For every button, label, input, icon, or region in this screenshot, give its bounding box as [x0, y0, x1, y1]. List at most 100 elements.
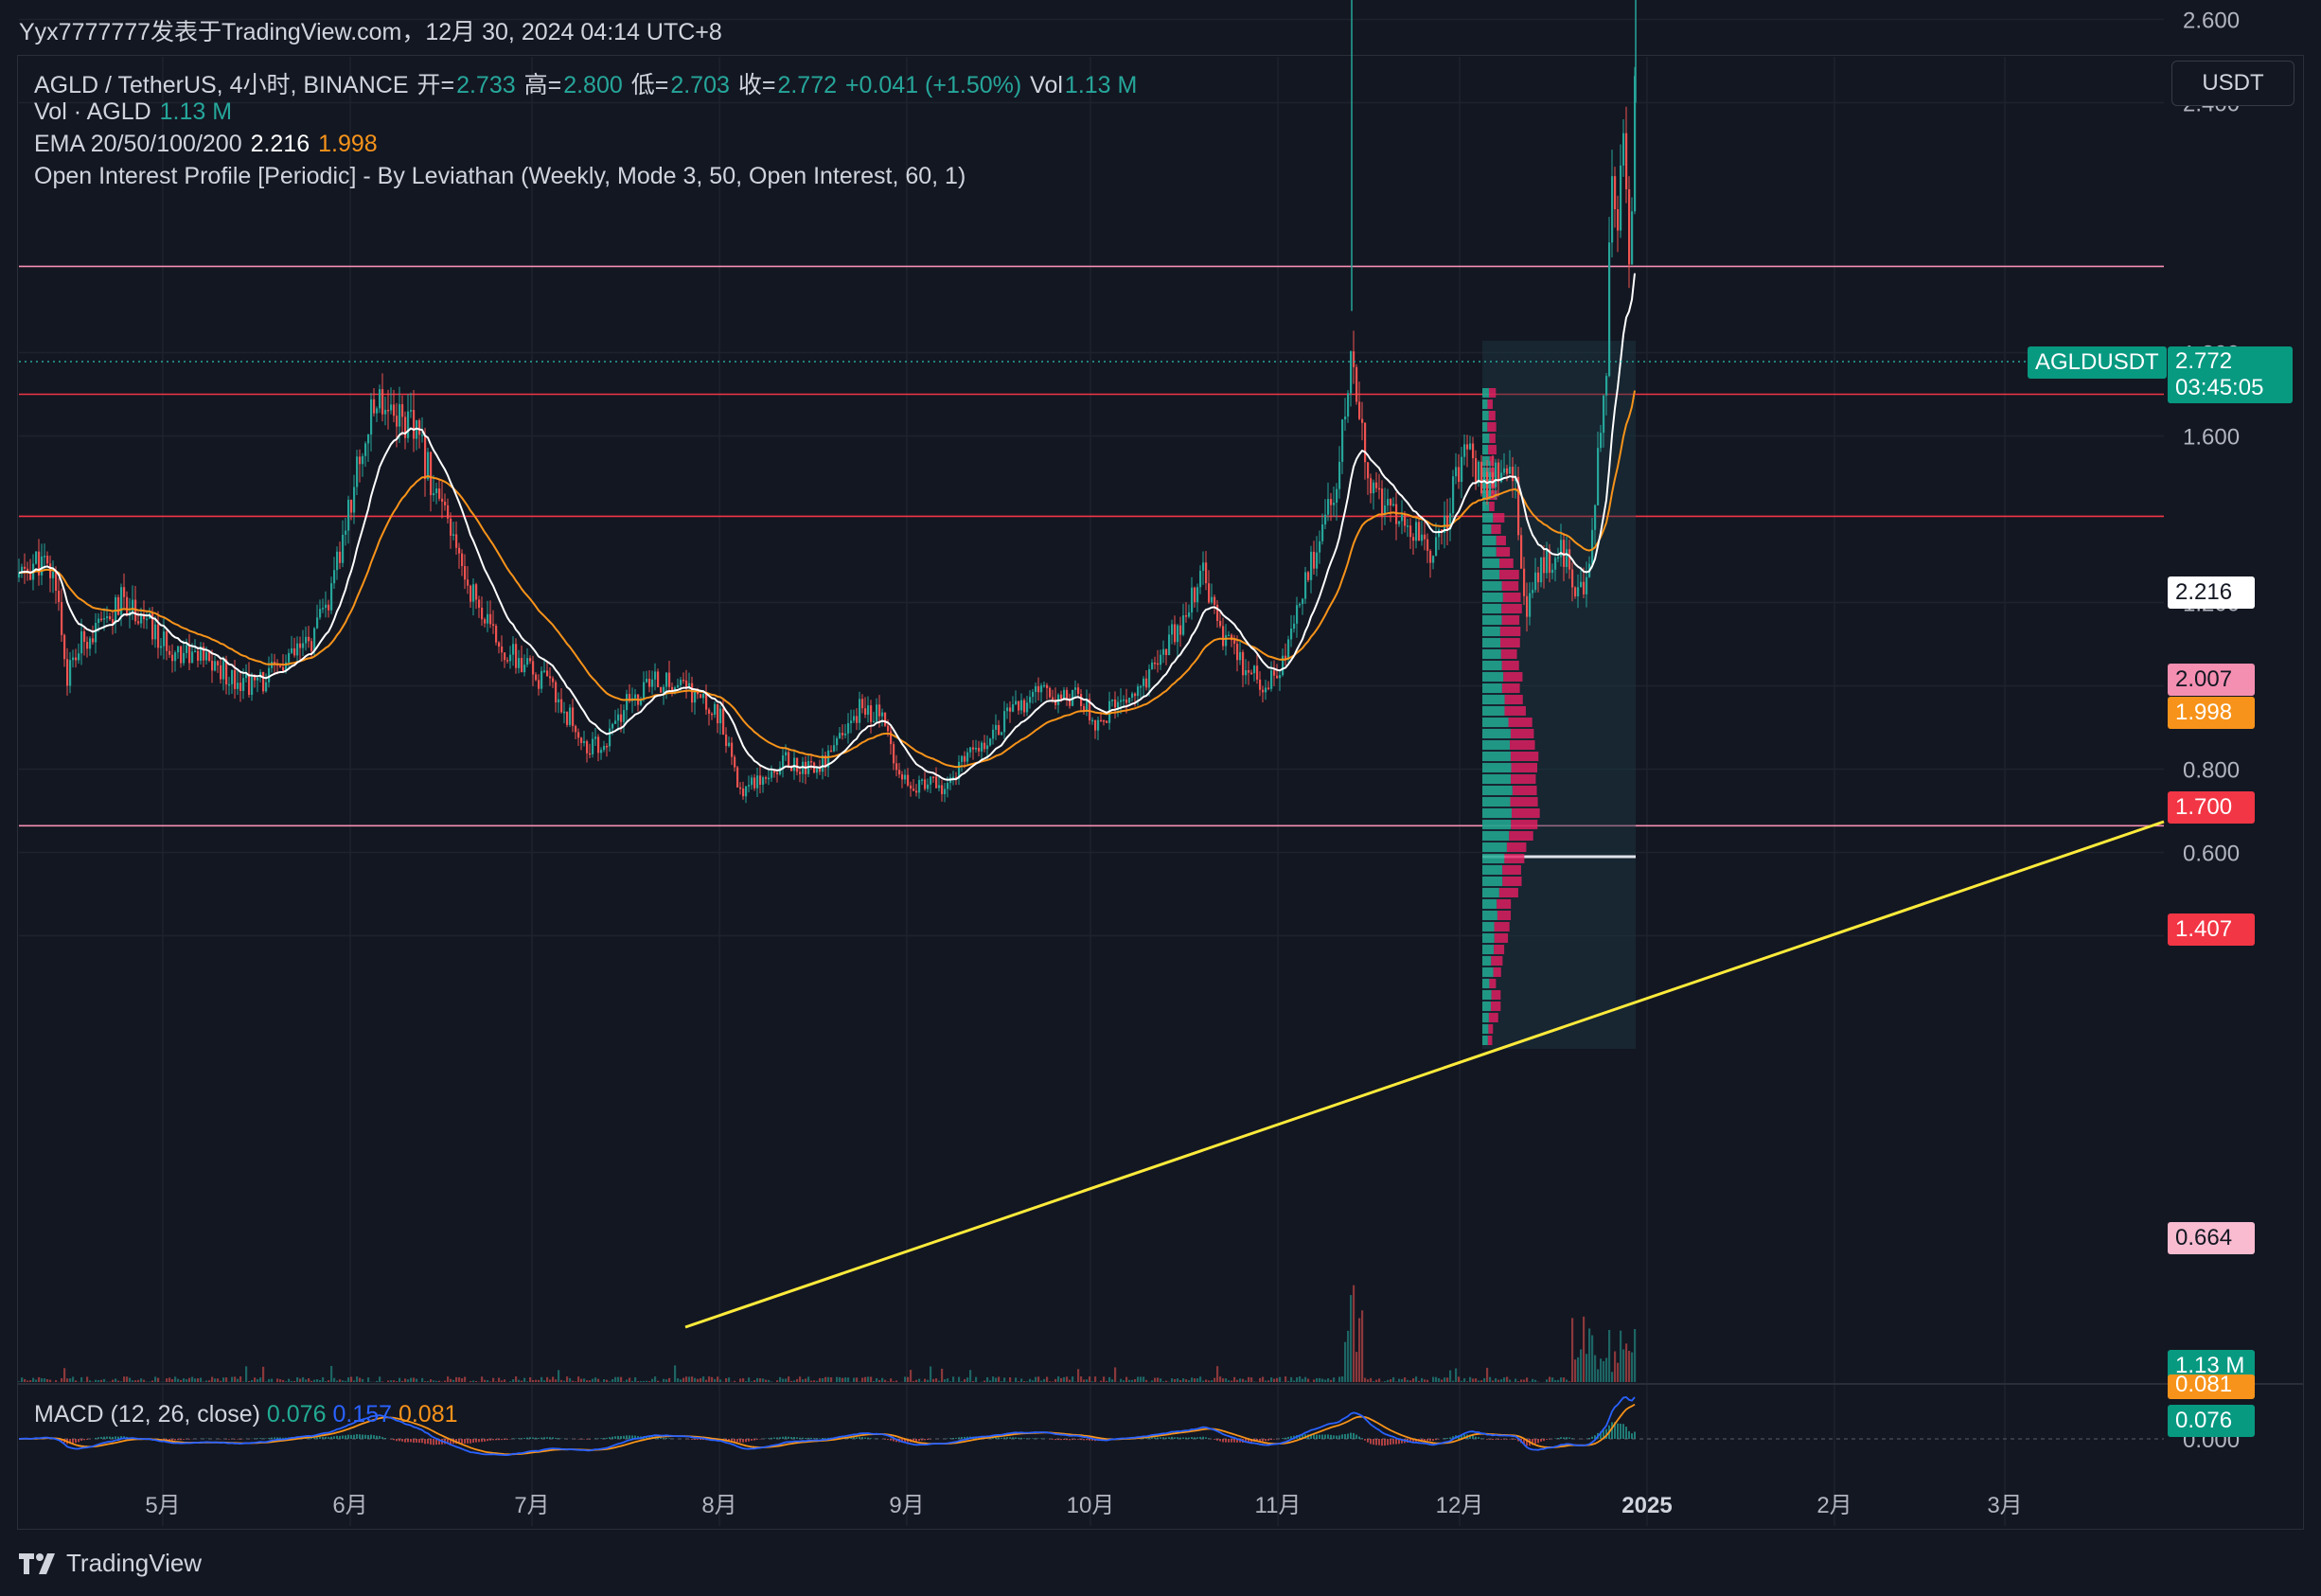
candle-body — [353, 487, 356, 513]
candle-body — [1157, 663, 1160, 665]
candle-body — [682, 680, 685, 682]
volume-bar — [705, 1379, 708, 1382]
macd-histogram-bar — [399, 1439, 400, 1442]
macd-histogram-bar — [663, 1438, 664, 1439]
ema-value-orange: 1.998 — [318, 131, 378, 157]
volume-bar — [1390, 1379, 1392, 1382]
indicator-legend[interactable]: Open Interest Profile [Periodic] - By Le… — [34, 163, 967, 190]
candle-body — [1412, 537, 1415, 541]
chart-frame[interactable] — [17, 55, 2304, 1530]
volume-bar — [475, 1380, 478, 1382]
volume-bar — [1194, 1378, 1196, 1382]
volume-bar — [350, 1376, 353, 1382]
macd-histogram-bar — [1614, 1422, 1616, 1439]
candle-body — [538, 680, 540, 689]
macd-histogram-bar — [1444, 1438, 1445, 1439]
candle-body — [1222, 626, 1225, 647]
volume-bar — [1549, 1376, 1551, 1382]
time-tick-label: 2月 — [1816, 1493, 1851, 1518]
candle-body — [609, 728, 611, 747]
volume-bar — [242, 1381, 245, 1382]
candle-body — [1259, 679, 1262, 690]
volume-bar — [1216, 1366, 1219, 1382]
tradingview-logo[interactable]: TradingView — [19, 1549, 202, 1578]
profile-bar-pink — [1498, 888, 1518, 897]
macd-histogram-bar — [1145, 1438, 1147, 1439]
candle-body — [1310, 551, 1313, 580]
macd-histogram-bar — [1319, 1434, 1320, 1439]
candle-body — [1032, 691, 1035, 698]
profile-bar-cyan — [1482, 422, 1488, 432]
profile-bar-pink — [1488, 388, 1497, 398]
macd-histogram-bar — [1338, 1435, 1340, 1439]
time-tick-label: 11月 — [1255, 1493, 1302, 1518]
profile-bar-pink — [1489, 502, 1495, 511]
volume-bar — [609, 1381, 611, 1382]
profile-bar-pink — [1487, 422, 1497, 432]
candle-body — [228, 683, 231, 686]
symbol-legend[interactable]: AGLD / TetherUS, 4小时, BINANCE 开=2.733 高=… — [34, 66, 1139, 100]
macd-histogram-bar — [1361, 1438, 1363, 1439]
volume-bar — [328, 1380, 330, 1382]
macd-histogram-bar — [1563, 1437, 1565, 1439]
volume-bar — [952, 1376, 955, 1382]
profile-bar-cyan — [1482, 615, 1502, 625]
candle-body — [634, 694, 637, 699]
ema-legend[interactable]: EMA 20/50/100/200 2.216 1.998 — [34, 131, 380, 158]
profile-bar-pink — [1487, 1036, 1493, 1045]
volume-bar — [1566, 1379, 1568, 1382]
macd-histogram-bar — [356, 1434, 358, 1439]
macd-histogram-bar — [1157, 1437, 1159, 1439]
volume-bar — [540, 1376, 543, 1382]
candle-body — [501, 647, 504, 653]
macd-histogram-bar — [949, 1438, 951, 1439]
candle-body — [1290, 629, 1293, 640]
macd-histogram-bar — [631, 1435, 633, 1439]
macd-histogram-bar — [1313, 1434, 1315, 1439]
candle-body — [688, 683, 691, 688]
candle-body — [921, 779, 924, 781]
volume-bar — [1205, 1379, 1208, 1382]
macd-histogram-bar — [353, 1434, 355, 1439]
profile-bar-pink — [1489, 434, 1496, 443]
candle-body — [572, 707, 575, 726]
candle-body — [560, 699, 563, 713]
macd-histogram-bar — [702, 1439, 704, 1440]
currency-button[interactable]: USDT — [2171, 61, 2294, 106]
macd-legend[interactable]: MACD (12, 26, close) 0.076 0.157 0.081 — [34, 1401, 458, 1428]
axes: 3.2003.0002.6002.4001.8001.6001.2001.000… — [145, 9, 2240, 1519]
candle-body — [214, 661, 217, 671]
candle-body — [648, 679, 651, 687]
macd-histogram-bar — [1083, 1439, 1085, 1441]
candle-body — [21, 566, 24, 574]
volume-bar — [1052, 1381, 1054, 1382]
volume-bar — [1478, 1380, 1480, 1382]
last-price-tag: 2.772 03:45:05 — [2168, 346, 2293, 403]
volume-bar — [1302, 1378, 1304, 1382]
macd-histogram-bar — [799, 1437, 801, 1439]
volume-bar — [1066, 1376, 1069, 1382]
volume-bar — [69, 1378, 72, 1382]
candle-body — [444, 501, 447, 505]
candle-body — [941, 785, 944, 794]
volume-bar — [154, 1376, 157, 1382]
candle-body — [1373, 482, 1375, 494]
grid-lines — [19, 18, 2164, 1526]
volume-bar — [1123, 1380, 1125, 1382]
candle-body — [1489, 471, 1492, 498]
macd-histogram-bar — [421, 1439, 423, 1444]
candle-body — [995, 724, 998, 730]
volume-bar — [1625, 1343, 1628, 1382]
volume-bar — [969, 1370, 972, 1382]
volume-bar — [1026, 1381, 1029, 1382]
macd-histogram-bar — [992, 1437, 994, 1439]
volume-bar — [41, 1377, 44, 1382]
ema-label: EMA 20/50/100/200 — [34, 131, 242, 157]
volume-bar — [697, 1378, 700, 1382]
volume-legend[interactable]: Vol · AGLD 1.13 M — [34, 98, 234, 126]
trendline[interactable] — [684, 820, 2165, 1329]
volume-bar — [302, 1376, 305, 1382]
candle-body — [1012, 704, 1015, 712]
macd-histogram-bar — [83, 1439, 85, 1441]
